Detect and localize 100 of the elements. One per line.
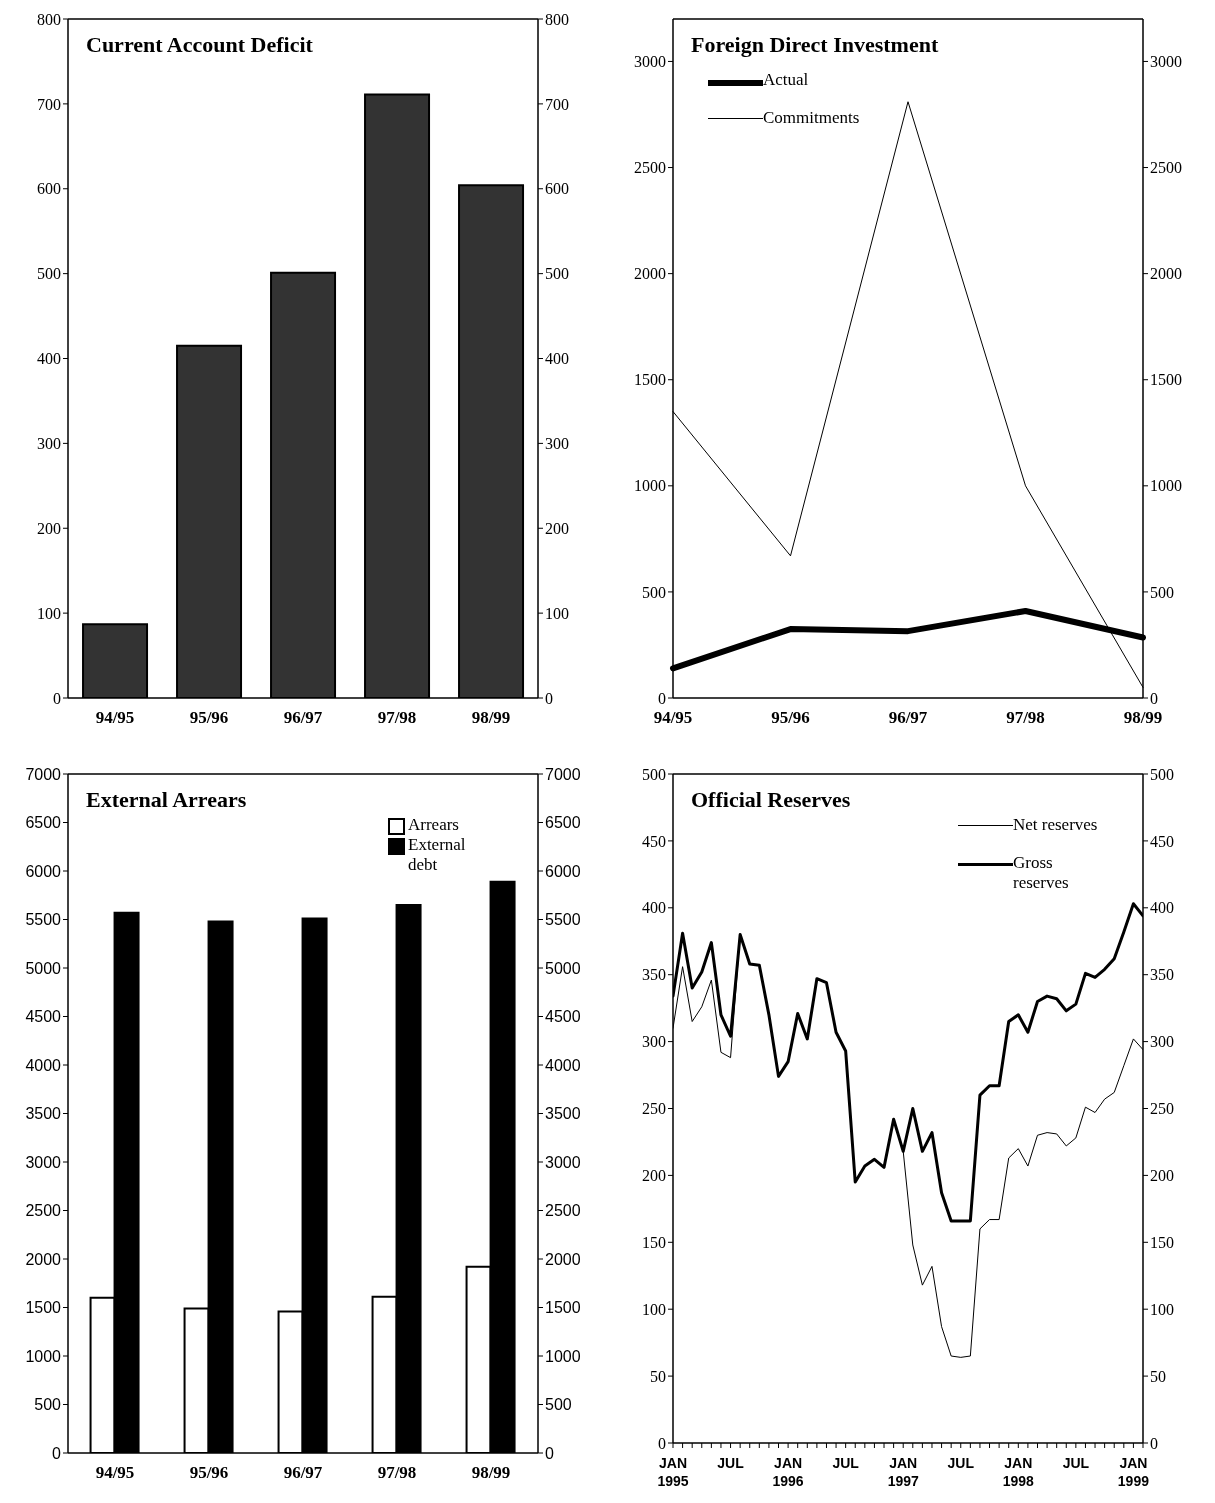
- y2-tick-label: 0: [545, 1444, 554, 1462]
- y2-tick-label: 3000: [1150, 53, 1182, 71]
- y-tick-label: 6500: [25, 814, 62, 832]
- x-tick-label: 98/99: [471, 708, 511, 727]
- x-tick-label: 95/96: [189, 708, 229, 727]
- y-tick-label: 3000: [25, 1153, 62, 1171]
- x-tick-label: 98/99: [1123, 708, 1163, 727]
- y2-tick-label: 700: [545, 95, 569, 113]
- y-tick-label: 0: [658, 1434, 666, 1452]
- legend-label: Arrears: [408, 815, 459, 835]
- text: External Arrears: [86, 787, 247, 813]
- y2-tick-label: 600: [545, 180, 569, 198]
- y2-tick-label: 400: [545, 350, 569, 368]
- y-tick-label: 5000: [25, 959, 62, 977]
- x-tick-label: 94/95: [653, 708, 693, 727]
- legend-label: External debt: [408, 835, 467, 875]
- y2-tick-label: 2000: [545, 1250, 581, 1268]
- y2-tick-label: 350: [1150, 966, 1174, 984]
- y-tick-label: 2000: [634, 265, 666, 283]
- y2-tick-label: 200: [1150, 1167, 1174, 1185]
- y2-tick-label: 2500: [545, 1202, 581, 1220]
- y-tick-label: 4500: [25, 1008, 62, 1026]
- x-tick-label: 97/98: [377, 1463, 417, 1482]
- y-tick-label: 250: [642, 1100, 666, 1118]
- y2-tick-label: 6500: [545, 814, 581, 832]
- x-tick-label: 95/96: [189, 1463, 229, 1482]
- y2-tick-label: 1000: [1150, 477, 1182, 495]
- y-tick-label: 3000: [634, 53, 666, 71]
- x-tick-label: 96/97: [283, 708, 323, 727]
- y2-tick-label: 6000: [545, 862, 581, 880]
- y-tick-label: 1500: [25, 1299, 62, 1317]
- y-tick-label: 4000: [25, 1056, 62, 1074]
- y2-tick-label: 3500: [545, 1105, 581, 1123]
- y2-tick-label: 7000: [545, 765, 581, 783]
- y2-tick-label: 500: [1150, 765, 1174, 783]
- x-tick-label: 94/95: [95, 708, 135, 727]
- y2-tick-label: 300: [1150, 1033, 1174, 1051]
- y2-tick-label: 2000: [1150, 265, 1182, 283]
- y-tick-label: 2500: [634, 159, 666, 177]
- y2-tick-label: 200: [545, 519, 569, 537]
- x-tick-label: 97/98: [377, 708, 417, 727]
- y2-tick-label: 5000: [545, 959, 581, 977]
- y-tick-label: 150: [642, 1233, 666, 1251]
- y-tick-label: 7000: [25, 765, 62, 783]
- x-tick-label: JUL: [717, 1455, 745, 1471]
- y-tick-label: 2000: [25, 1250, 62, 1268]
- x-tick-label: JAN 1998: [1002, 1455, 1035, 1489]
- y-tick-label: 200: [37, 519, 61, 537]
- y2-tick-label: 0: [1150, 1434, 1158, 1452]
- y2-tick-label: 450: [1150, 832, 1174, 850]
- y2-tick-label: 300: [545, 435, 569, 453]
- y2-tick-label: 800: [545, 10, 569, 28]
- y-tick-label: 1000: [25, 1347, 62, 1365]
- y-tick-label: 400: [642, 899, 666, 917]
- x-tick-label: 95/96: [771, 708, 810, 727]
- x-tick-label: JUL: [832, 1455, 860, 1471]
- y2-tick-label: 5500: [545, 911, 581, 929]
- x-tick-label: JAN 1999: [1117, 1455, 1150, 1489]
- y-tick-label: 50: [650, 1367, 666, 1385]
- y2-tick-label: 2500: [1150, 159, 1182, 177]
- x-tick-label: JAN 1997: [887, 1455, 919, 1489]
- legend-label: Gross reserves: [1013, 853, 1070, 893]
- y-tick-label: 0: [53, 689, 61, 707]
- x-tick-label: 98/99: [471, 1463, 511, 1482]
- legend-label: Commitments: [763, 108, 860, 128]
- y2-tick-label: 400: [1150, 899, 1174, 917]
- y2-tick-label: 500: [1150, 583, 1174, 601]
- y-tick-label: 1000: [634, 477, 666, 495]
- y-tick-label: 450: [642, 832, 666, 850]
- x-tick-label: 96/97: [888, 708, 928, 727]
- y2-tick-label: 0: [545, 689, 553, 707]
- y-tick-label: 2500: [25, 1202, 62, 1220]
- y-tick-label: 6000: [25, 862, 62, 880]
- y2-tick-label: 100: [545, 604, 569, 622]
- y-tick-label: 700: [37, 95, 61, 113]
- y-tick-label: 500: [642, 765, 666, 783]
- legend-label: Actual: [763, 70, 809, 90]
- legend-label: Net reserves: [1013, 815, 1098, 835]
- x-tick-label: JAN 1995: [657, 1455, 689, 1489]
- y2-tick-label: 150: [1150, 1233, 1174, 1251]
- y2-tick-label: 50: [1150, 1367, 1166, 1385]
- y2-tick-label: 500: [545, 1396, 572, 1414]
- y2-tick-label: 4500: [545, 1008, 581, 1026]
- y-tick-label: 300: [642, 1033, 666, 1051]
- y2-tick-label: 1500: [1150, 371, 1182, 389]
- y2-tick-label: 3000: [545, 1153, 581, 1171]
- y-tick-label: 200: [642, 1167, 666, 1185]
- y-tick-label: 100: [642, 1300, 666, 1318]
- y2-tick-label: 0: [1150, 689, 1158, 707]
- text: Official Reserves: [691, 787, 851, 813]
- y-tick-label: 400: [37, 350, 61, 368]
- y2-tick-label: 1000: [545, 1347, 581, 1365]
- y-tick-label: 0: [52, 1444, 62, 1462]
- y-tick-label: 500: [37, 265, 61, 283]
- x-tick-label: JAN 1996: [772, 1455, 804, 1489]
- y-tick-label: 300: [37, 435, 61, 453]
- y-tick-label: 5500: [25, 911, 62, 929]
- y-tick-label: 500: [642, 583, 666, 601]
- y2-tick-label: 1500: [545, 1299, 581, 1317]
- y-tick-label: 0: [658, 689, 666, 707]
